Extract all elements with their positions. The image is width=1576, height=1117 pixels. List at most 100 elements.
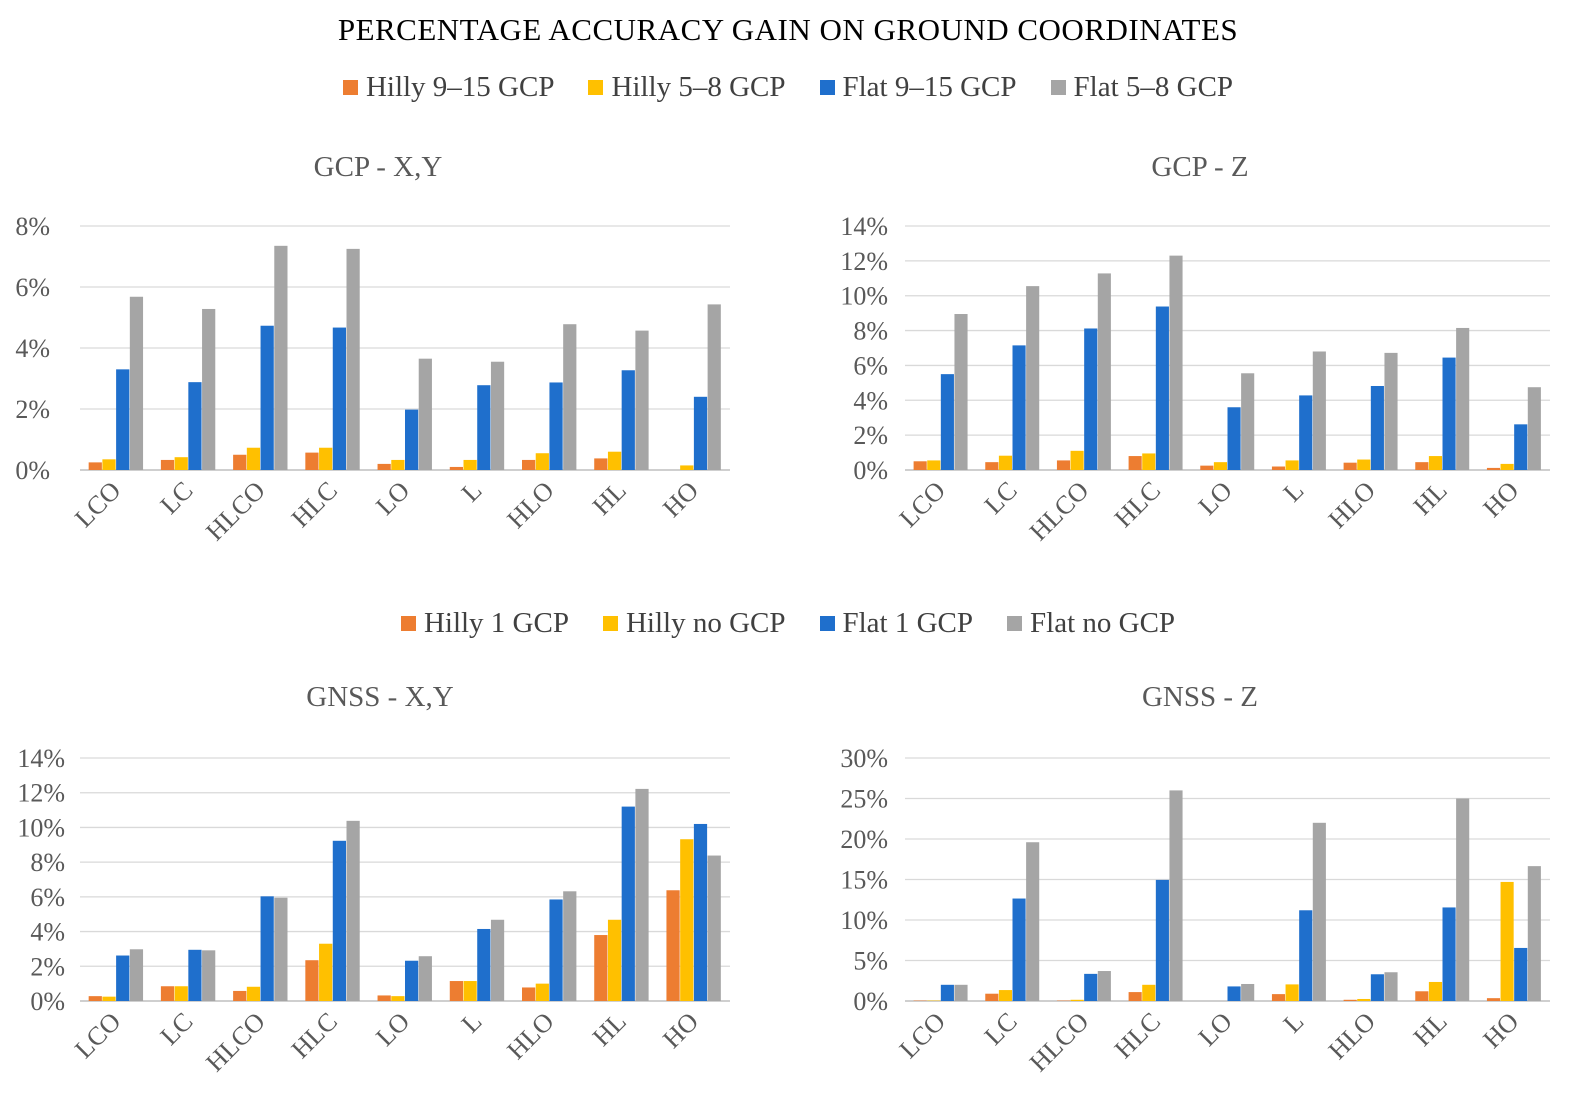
bar — [549, 899, 563, 1001]
y-tick-label: 8% — [30, 848, 65, 877]
y-tick-label: 6% — [853, 351, 888, 380]
bar — [707, 855, 721, 1001]
bar — [1213, 462, 1227, 470]
y-tick-label: 5% — [853, 947, 888, 976]
bar — [707, 304, 721, 470]
bar — [88, 996, 102, 1001]
bar — [1169, 790, 1183, 1001]
bar — [260, 896, 274, 1001]
bar — [940, 984, 954, 1001]
bar — [319, 447, 333, 470]
bar — [391, 996, 405, 1001]
bar — [1312, 351, 1326, 470]
bar — [102, 459, 116, 470]
bar — [377, 995, 391, 1001]
bar — [102, 996, 116, 1001]
x-tick-label: HO — [657, 1007, 704, 1054]
bar — [913, 461, 927, 470]
x-tick-label: HO — [1477, 476, 1524, 523]
bar — [463, 981, 477, 1001]
bar — [621, 806, 635, 1001]
bar — [1084, 973, 1098, 1001]
legend-entry: Flat 9–15 GCP — [819, 71, 1017, 104]
y-tick-label: 6% — [30, 883, 65, 912]
legend-entry: Hilly 9–15 GCP — [342, 71, 555, 104]
bar — [535, 983, 549, 1001]
bar — [1026, 842, 1040, 1001]
bar — [1500, 463, 1514, 470]
bar — [1527, 866, 1541, 1001]
bar — [1241, 983, 1255, 1001]
x-tick-label: HLC — [1109, 1007, 1166, 1064]
bar — [927, 460, 941, 470]
bar — [680, 465, 694, 470]
bar — [477, 385, 491, 470]
x-tick-label: LO — [1193, 476, 1238, 521]
legend-swatch — [819, 616, 835, 631]
bar — [1343, 999, 1357, 1001]
bar — [1486, 998, 1501, 1001]
bar — [1299, 395, 1313, 470]
legend-swatch — [1007, 616, 1023, 631]
bar — [954, 314, 968, 470]
y-tick-label: 4% — [15, 334, 50, 363]
chart-title: GCP - X,Y — [314, 151, 443, 183]
bar — [1097, 273, 1111, 470]
bar — [563, 324, 577, 470]
bar — [1285, 460, 1299, 470]
x-tick-label: HL — [1408, 476, 1453, 521]
bar — [549, 382, 563, 470]
legend-bottom: Hilly 1 GCP Hilly no GCP Flat 1 GCP Flat no… — [0, 607, 1576, 640]
legend-top: Hilly 9–15 GCP Hilly 5–8 GCP Flat 9–15 GCP… — [0, 71, 1576, 104]
bar — [998, 455, 1012, 470]
bar — [1456, 798, 1470, 1001]
bar — [1357, 998, 1371, 1001]
bar — [1155, 306, 1169, 470]
bar — [1142, 984, 1156, 1001]
bar — [1128, 992, 1142, 1001]
x-tick-label: LCO — [69, 1007, 126, 1064]
bar — [594, 935, 608, 1001]
bar — [129, 949, 144, 1001]
bar — [391, 459, 405, 470]
bar — [985, 462, 999, 470]
bar — [1070, 999, 1084, 1001]
x-tick-label: HLCO — [200, 476, 271, 547]
bar — [332, 327, 346, 470]
x-tick-label: L — [456, 1007, 488, 1039]
bar — [998, 990, 1012, 1001]
x-tick-label: LCO — [69, 476, 126, 533]
bar — [1415, 991, 1429, 1001]
legend-entry: Hilly 1 GCP — [400, 607, 569, 640]
x-tick-label: LO — [1193, 1007, 1238, 1052]
chart-title: GNSS - X,Y — [306, 681, 453, 713]
bar — [1370, 974, 1384, 1001]
bar — [160, 459, 175, 470]
y-tick-label: 0% — [15, 456, 50, 485]
y-tick-label: 8% — [15, 212, 50, 241]
x-tick-label: HLO — [501, 1007, 559, 1065]
legend-label: Flat no GCP — [1030, 607, 1176, 639]
legend-entry: Flat 1 GCP — [819, 607, 973, 640]
x-tick-label: LO — [370, 476, 415, 521]
x-tick-label: LO — [370, 1007, 415, 1052]
bar — [260, 325, 274, 470]
bar — [449, 981, 463, 1001]
legend-entry: Hilly 5–8 GCP — [588, 71, 786, 104]
legend-label: Hilly 9–15 GCP — [365, 71, 555, 103]
bar — [1442, 907, 1456, 1001]
bar — [490, 361, 505, 470]
y-tick-label: 8% — [853, 317, 888, 346]
x-tick-label: L — [1278, 476, 1310, 508]
legend-label: Flat 5–8 GCP — [1073, 71, 1234, 103]
bar — [1285, 984, 1299, 1001]
bar — [346, 248, 360, 470]
bar — [463, 459, 477, 470]
y-tick-label: 12% — [17, 779, 65, 808]
bar — [405, 409, 419, 470]
bar — [1241, 373, 1255, 470]
bar — [635, 788, 649, 1001]
bar — [1486, 467, 1501, 470]
bar — [1084, 328, 1098, 470]
bar — [693, 396, 708, 470]
